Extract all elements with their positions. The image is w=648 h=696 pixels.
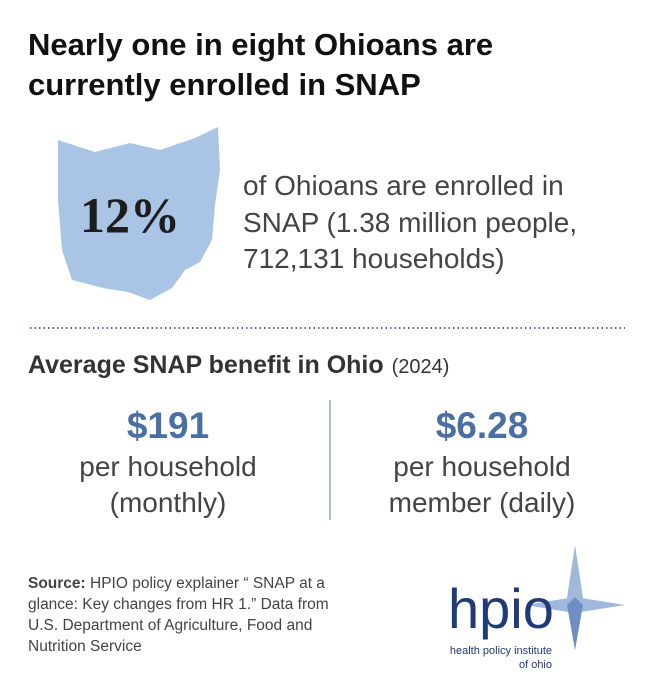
logo-name: hpio [448,577,554,640]
source-line: glance: Key changes from HR 1.” Data fro… [28,596,329,613]
source-text: HPIO policy explainer “ SNAP at a [86,575,326,592]
section-title-text: Average SNAP benefit in Ohio [28,351,384,379]
star-ray [567,597,583,650]
highlight-text: of Ohioans are enrolled in [243,170,564,201]
source-line: U.S. Department of Agriculture, Food and [28,617,312,634]
ohio-shape [58,127,220,300]
section-title: Average SNAP benefit in Ohio (2024) [28,351,449,379]
benefit-value: $6.28 [436,405,529,446]
benefit-label: per household [79,451,256,482]
logo-star [525,545,625,650]
source-label: Source: [28,575,86,592]
benefit-label: (monthly) [110,487,227,518]
highlight-text: 712,131 households) [243,243,505,274]
source-line: Source: HPIO policy explainer “ SNAP at … [28,575,325,592]
logo-tagline: of ohio [519,659,552,671]
benefit-value: $191 [127,405,209,446]
title-line: currently enrolled in SNAP [28,67,421,102]
title-line: Nearly one in eight Ohioans are [28,27,493,62]
source-line: Nutrition Service [28,638,142,655]
benefit-label: member (daily) [389,487,576,518]
logo-tagline: health policy institute [450,645,552,657]
section-year: (2024) [392,356,450,378]
highlight-text: SNAP (1.38 million people, [243,207,577,238]
highlight-value: 12% [80,187,180,243]
benefit-label: per household [393,451,570,482]
